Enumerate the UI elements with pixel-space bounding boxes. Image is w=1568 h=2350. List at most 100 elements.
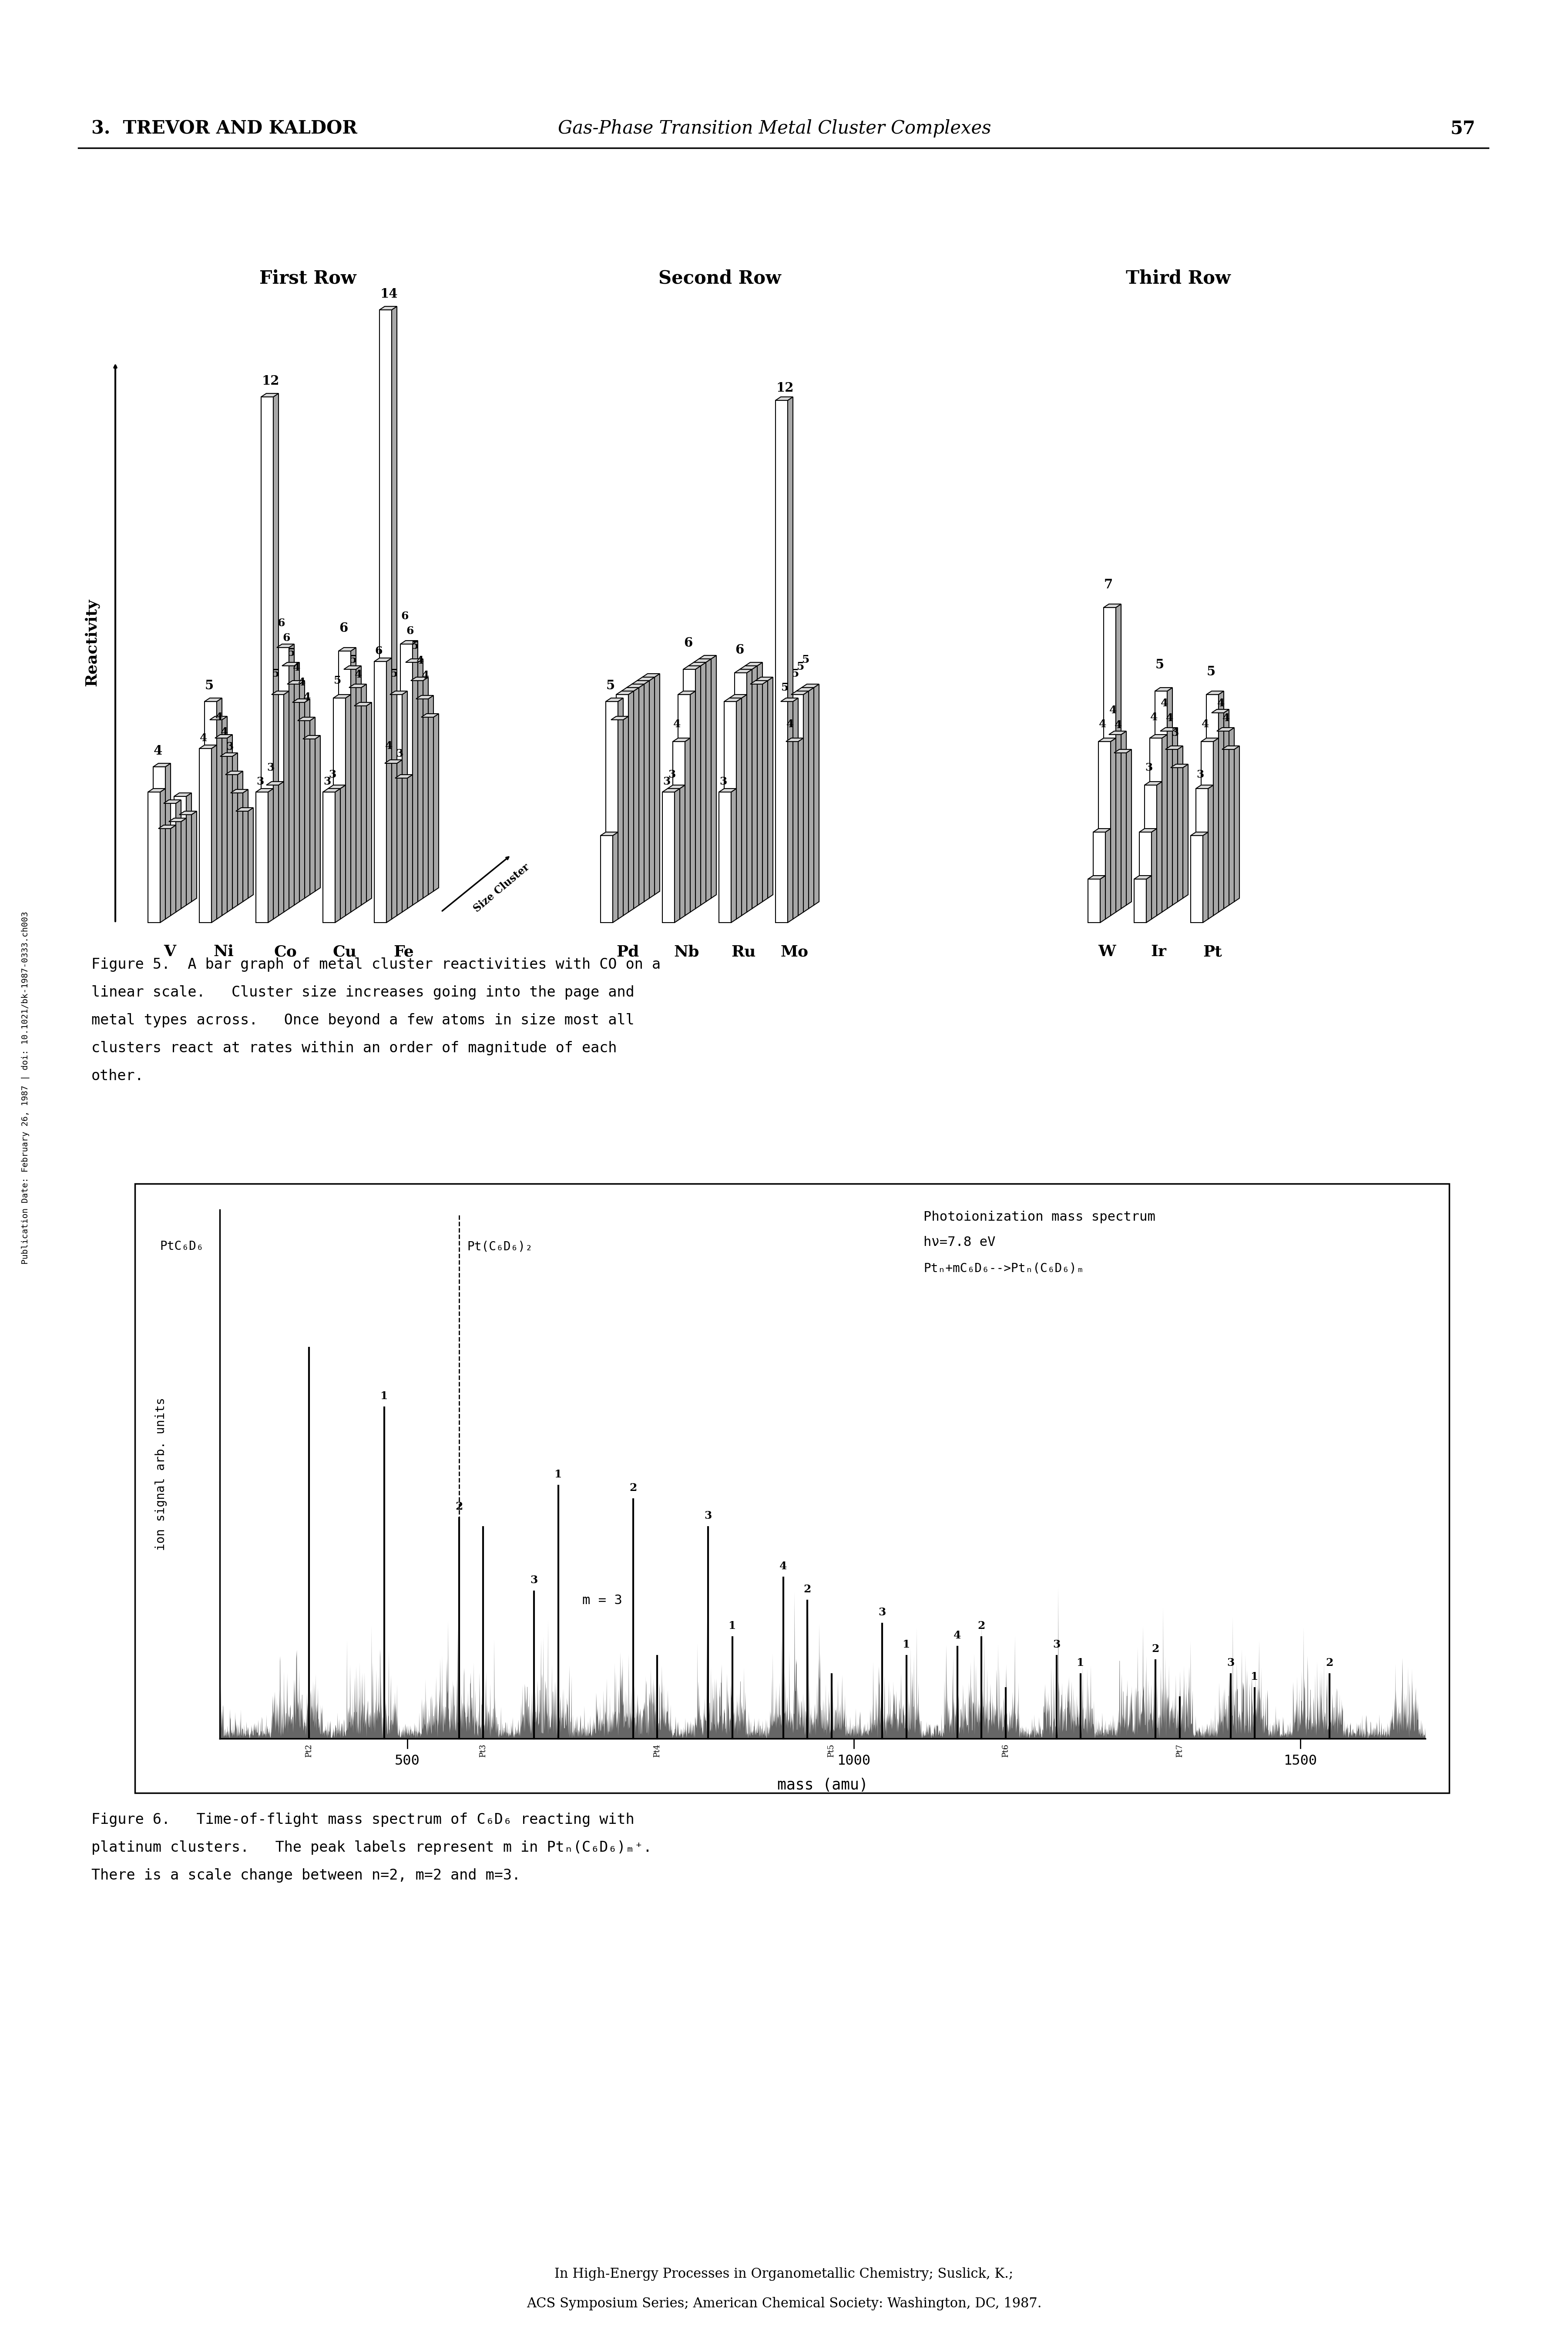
Text: mass (amu): mass (amu) [778,1777,869,1793]
Polygon shape [220,752,238,757]
Text: Pt: Pt [1203,945,1221,959]
Polygon shape [279,783,284,916]
Polygon shape [685,738,690,916]
Text: Pt7: Pt7 [1176,1744,1184,1758]
Text: First Row: First Row [259,268,356,287]
Polygon shape [1088,877,1105,879]
Polygon shape [390,696,401,912]
Polygon shape [1149,738,1162,912]
Polygon shape [688,663,706,665]
Polygon shape [163,804,176,912]
Polygon shape [406,663,417,902]
Text: Pt3: Pt3 [480,1744,488,1758]
Polygon shape [637,677,654,681]
Text: Co: Co [274,945,296,959]
Polygon shape [354,703,372,705]
Polygon shape [662,790,681,792]
Polygon shape [750,682,768,684]
Text: 3: 3 [704,1511,712,1520]
Text: 2: 2 [978,1621,985,1631]
Polygon shape [226,776,238,905]
Text: 57: 57 [1450,120,1475,139]
Polygon shape [417,658,423,902]
Polygon shape [750,684,762,902]
Polygon shape [328,785,345,790]
Text: 4: 4 [215,712,223,721]
Polygon shape [169,818,187,822]
Text: 4: 4 [154,745,163,757]
Text: 4: 4 [779,1560,787,1572]
Polygon shape [271,691,289,696]
Text: 2: 2 [803,1584,811,1593]
Polygon shape [781,698,798,703]
Polygon shape [412,642,417,905]
Polygon shape [605,698,622,703]
Polygon shape [1093,830,1110,832]
Polygon shape [343,665,361,670]
Text: Second Row: Second Row [659,268,781,287]
Text: 4: 4 [221,726,229,738]
Text: 6: 6 [282,632,290,644]
Polygon shape [616,696,629,912]
Text: 3: 3 [226,743,234,752]
Polygon shape [1182,764,1189,898]
Text: 2: 2 [629,1483,637,1492]
Polygon shape [737,698,742,919]
Text: 2: 2 [1327,1657,1333,1668]
Polygon shape [165,764,171,919]
Polygon shape [147,790,165,792]
Polygon shape [668,785,685,790]
Polygon shape [1109,736,1121,909]
Text: Pt2: Pt2 [306,1744,314,1758]
Text: 4: 4 [1223,712,1229,724]
Polygon shape [618,698,622,919]
Text: 12: 12 [776,381,793,395]
Polygon shape [256,792,268,924]
Polygon shape [720,792,731,924]
Polygon shape [212,745,216,924]
Polygon shape [248,808,254,898]
Polygon shape [408,776,412,909]
Text: 7: 7 [1104,578,1113,590]
Text: 3: 3 [878,1607,886,1617]
Polygon shape [158,825,176,830]
Text: 3: 3 [256,776,263,787]
Text: Reactivity: Reactivity [85,599,99,686]
Polygon shape [740,670,753,909]
Polygon shape [180,818,187,909]
Polygon shape [282,663,299,665]
Text: linear scale.   Cluster size increases going into the page and: linear scale. Cluster size increases goi… [91,985,635,999]
Polygon shape [1145,785,1157,916]
Polygon shape [215,736,232,738]
Polygon shape [792,696,803,912]
Text: 1: 1 [903,1640,911,1650]
Polygon shape [328,790,340,919]
Text: 3: 3 [1052,1640,1060,1650]
Polygon shape [1145,783,1162,785]
Text: 4: 4 [293,663,301,672]
Polygon shape [605,703,618,919]
Text: 4: 4 [1201,719,1209,728]
Text: Photoionization mass spectrum: Photoionization mass spectrum [924,1210,1156,1224]
Polygon shape [1160,728,1178,731]
Text: 5: 5 [350,656,358,665]
Polygon shape [303,736,320,738]
Polygon shape [1101,877,1105,924]
Polygon shape [278,644,295,649]
Polygon shape [361,684,367,905]
Polygon shape [406,658,423,663]
Text: 5: 5 [781,682,789,693]
Text: Ni: Ni [213,945,234,959]
Polygon shape [1146,877,1151,924]
Polygon shape [613,832,618,924]
Polygon shape [633,689,638,909]
Text: Size Cluster: Size Cluster [472,862,532,914]
Polygon shape [199,745,216,750]
Polygon shape [267,783,284,785]
Polygon shape [267,785,279,916]
Text: 3: 3 [323,776,331,787]
Text: Cu: Cu [332,945,356,959]
Text: 5: 5 [271,667,279,679]
Polygon shape [742,696,746,916]
Polygon shape [339,649,356,651]
